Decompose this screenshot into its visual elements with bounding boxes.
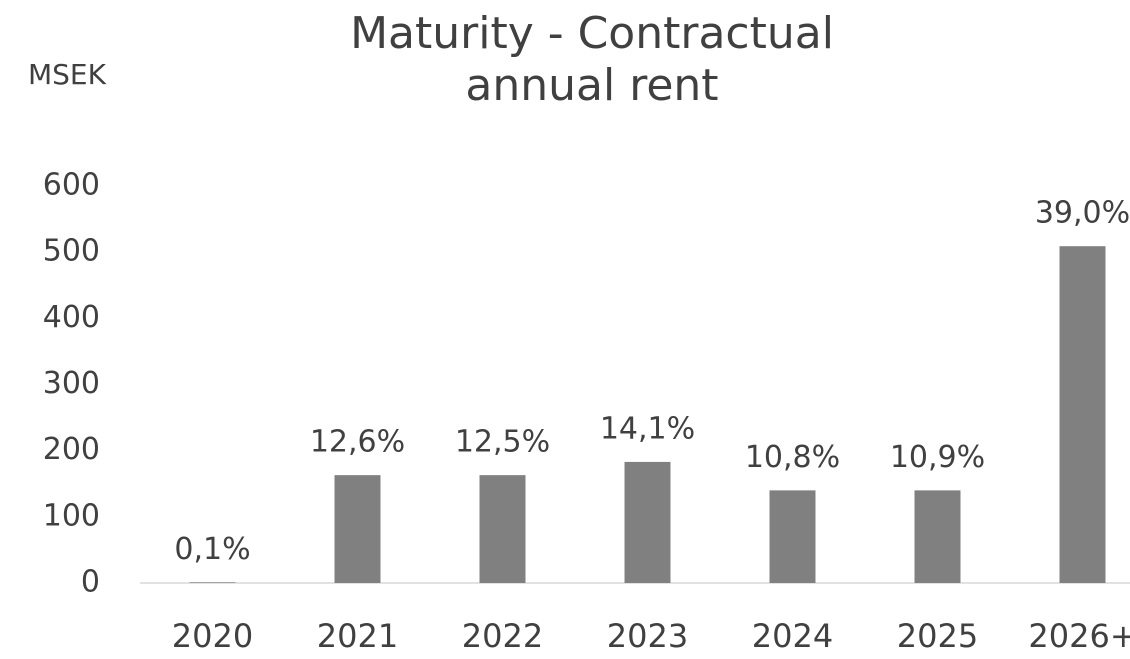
bar <box>189 582 236 583</box>
y-tick-label: 200 <box>43 432 100 467</box>
x-tick-label: 2021 <box>317 617 398 655</box>
chart-title: Maturity - Contractual annual rent <box>350 8 834 111</box>
bar <box>479 475 526 583</box>
x-tick-label: 2024 <box>752 617 833 655</box>
y-tick-label: 600 <box>43 168 100 203</box>
x-tick-label: 2025 <box>897 617 978 655</box>
data-label: 14,1% <box>600 411 695 446</box>
x-tick-label: 2020 <box>172 617 253 655</box>
x-tick-label: 2023 <box>607 617 688 655</box>
bar <box>914 490 961 583</box>
data-label: 39,0% <box>1035 196 1130 231</box>
data-label: 0,1% <box>174 532 250 567</box>
y-tick-label: 400 <box>43 300 100 335</box>
y-axis-title: MSEK <box>28 58 106 91</box>
data-label: 12,6% <box>310 425 405 460</box>
bar <box>1059 246 1106 583</box>
y-tick-label: 300 <box>43 366 100 401</box>
data-label: 12,5% <box>455 425 550 460</box>
bar <box>334 475 381 583</box>
y-tick-label: 500 <box>43 234 100 269</box>
data-label: 10,9% <box>890 440 985 475</box>
x-tick-label: 2026+ <box>1028 617 1130 655</box>
bar <box>769 490 816 583</box>
bar <box>624 461 671 583</box>
y-tick-label: 100 <box>43 498 100 533</box>
x-tick-label: 2022 <box>462 617 543 655</box>
data-label: 10,8% <box>745 440 840 475</box>
y-tick-label: 0 <box>81 565 100 600</box>
